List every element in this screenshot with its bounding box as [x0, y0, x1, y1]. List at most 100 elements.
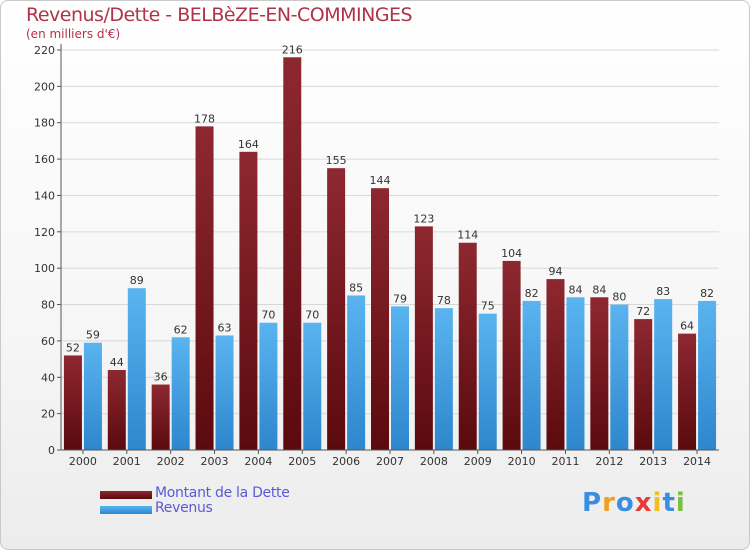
data-label-dette: 178 — [194, 112, 215, 125]
legend-label-revenus: Revenus — [155, 500, 213, 516]
x-tick-label: 2006 — [332, 455, 360, 468]
data-label-revenus: 70 — [305, 309, 319, 322]
logo-letter: x — [634, 488, 653, 518]
data-label-revenus: 82 — [525, 287, 539, 300]
data-labels: 52 59 44 89 36 62 178 63 164 70 216 70 155 85 144 79 123… — [66, 43, 714, 383]
bar-revenus — [610, 304, 629, 450]
bar-revenus — [478, 313, 497, 450]
bar-revenus — [171, 337, 190, 450]
logo-letter: o — [615, 488, 635, 518]
bar-revenus — [566, 297, 585, 450]
data-label-revenus: 83 — [656, 285, 670, 298]
x-tick-label: 2000 — [69, 455, 97, 468]
bar-revenus — [127, 288, 146, 450]
x-tick-label: 2003 — [201, 455, 229, 468]
y-tick-label: 80 — [41, 299, 55, 312]
y-tick-label: 20 — [41, 408, 55, 421]
data-label-revenus: 80 — [612, 291, 626, 304]
y-tick-label: 100 — [34, 262, 55, 275]
bar-dette — [327, 168, 346, 450]
y-tick-label: 180 — [34, 117, 55, 130]
data-label-dette: 36 — [154, 371, 168, 384]
data-label-dette: 84 — [592, 283, 606, 296]
bar-dette — [458, 242, 477, 450]
x-tick-label: 2010 — [508, 455, 536, 468]
logo-letter: t — [662, 488, 676, 518]
bar-revenus — [522, 300, 541, 450]
data-label-dette: 216 — [282, 43, 303, 56]
data-label-dette: 144 — [370, 174, 391, 187]
y-tick-label: 0 — [48, 444, 55, 457]
data-label-revenus: 79 — [393, 292, 407, 305]
y-tick-label: 60 — [41, 335, 55, 348]
data-label-dette: 114 — [457, 229, 478, 242]
data-label-dette: 94 — [548, 265, 562, 278]
data-label-revenus: 82 — [700, 287, 714, 300]
y-tick-label: 220 — [34, 44, 55, 57]
data-label-revenus: 59 — [86, 329, 100, 342]
bar-dette — [283, 57, 302, 450]
bar-dette — [195, 126, 214, 450]
y-tick-label: 40 — [41, 371, 55, 384]
bar-dette — [634, 319, 653, 450]
data-label-revenus: 63 — [218, 321, 232, 334]
chart-title: Revenus/Dette - BELBèZE-EN-COMMINGES — [26, 4, 413, 26]
data-label-revenus: 75 — [481, 300, 495, 313]
bar-dette — [151, 384, 170, 450]
legend-label-dette: Montant de la Dette — [155, 485, 290, 501]
bar-dette — [502, 260, 521, 450]
data-label-dette: 64 — [680, 320, 694, 333]
x-tick-label: 2008 — [420, 455, 448, 468]
bar-revenus — [391, 306, 409, 450]
axes: 0 20 40 60 80 100 120 140 160 180 200 220 2000 2001 20… — [34, 44, 719, 468]
data-label-dette: 72 — [636, 305, 650, 318]
bar-dette — [63, 355, 82, 450]
logo-letter: P — [582, 488, 603, 518]
data-label-revenus: 70 — [261, 309, 275, 322]
bar-revenus — [654, 299, 673, 450]
bar-dette — [678, 333, 697, 450]
bar-dette — [107, 370, 126, 450]
x-tick-label: 2001 — [113, 455, 141, 468]
bar-dette — [590, 297, 609, 450]
bar-revenus — [434, 308, 453, 450]
x-tick-label: 2014 — [683, 455, 711, 468]
bar-revenus — [215, 335, 234, 450]
y-tick-label: 120 — [34, 226, 55, 239]
bar-revenus — [83, 342, 102, 450]
bar-dette — [546, 279, 565, 450]
data-label-dette: 123 — [413, 212, 434, 225]
data-label-dette: 52 — [66, 341, 80, 354]
data-label-dette: 155 — [326, 154, 347, 167]
grid-lines — [61, 49, 719, 415]
y-tick-label: 200 — [34, 80, 55, 93]
bar-dette — [414, 226, 433, 450]
bar-revenus — [303, 322, 322, 450]
x-tick-label: 2004 — [244, 455, 272, 468]
x-tick-label: 2009 — [464, 455, 492, 468]
data-label-dette: 44 — [110, 356, 124, 369]
bar-revenus — [259, 322, 278, 450]
y-tick-label: 160 — [34, 153, 55, 166]
bar-dette — [371, 188, 389, 450]
x-tick-label: 2005 — [288, 455, 316, 468]
proxiti-logo: Proxiti — [582, 488, 686, 518]
legend-swatch-revenus — [100, 506, 152, 514]
logo-letter: i — [652, 488, 663, 518]
data-label-revenus: 62 — [174, 323, 188, 336]
logo-letter: r — [602, 488, 616, 518]
x-tick-label: 2013 — [639, 455, 667, 468]
data-label-revenus: 84 — [568, 283, 582, 296]
data-label-dette: 164 — [238, 138, 259, 151]
y-tick-label: 140 — [34, 189, 55, 202]
logo-letter: i — [675, 488, 686, 518]
x-tick-label: 2002 — [157, 455, 185, 468]
bar-revenus — [698, 300, 717, 450]
x-tick-label: 2011 — [551, 455, 579, 468]
bars — [63, 57, 717, 450]
x-tick-label: 2012 — [595, 455, 623, 468]
x-tick-label: 2007 — [376, 455, 404, 468]
legend-swatch-dette — [100, 491, 152, 499]
data-label-dette: 104 — [501, 247, 522, 260]
